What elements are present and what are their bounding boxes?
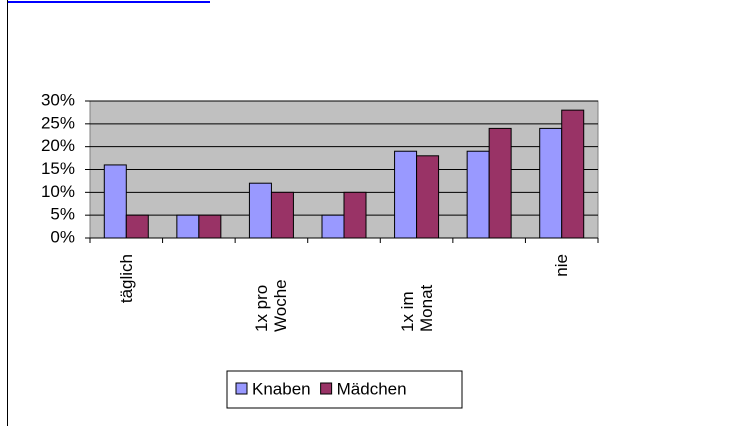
bar [270, 191, 294, 239]
bar [416, 155, 440, 239]
x-tick-label: täglich [116, 254, 136, 304]
bar [466, 150, 490, 239]
bar [488, 127, 512, 239]
bar [561, 109, 585, 239]
y-tick-label: 20% [41, 136, 75, 155]
legend-label: Mädchen [337, 379, 407, 398]
bar [103, 164, 127, 239]
bar [198, 214, 222, 239]
y-tick-label: 25% [41, 113, 75, 132]
y-tick-label: 5% [50, 205, 75, 224]
bar [176, 214, 200, 239]
legend-box [226, 370, 463, 409]
y-tick-label: 0% [50, 227, 75, 246]
x-tick-label: 1x im Monat [397, 284, 436, 332]
bar [321, 214, 345, 239]
x-tick-label: nie [552, 254, 572, 277]
bar [394, 150, 418, 239]
legend-swatch [235, 382, 248, 395]
y-tick-label: 15% [41, 159, 75, 178]
legend-swatch [320, 382, 333, 395]
legend-label: Knaben [252, 379, 311, 398]
bar [343, 191, 367, 239]
y-tick-label: 10% [41, 182, 75, 201]
bar [125, 214, 149, 239]
bar [539, 127, 563, 239]
x-tick-label: 1x pro Woche [252, 279, 291, 332]
y-tick-label: 30% [41, 90, 75, 109]
bar [248, 182, 272, 239]
